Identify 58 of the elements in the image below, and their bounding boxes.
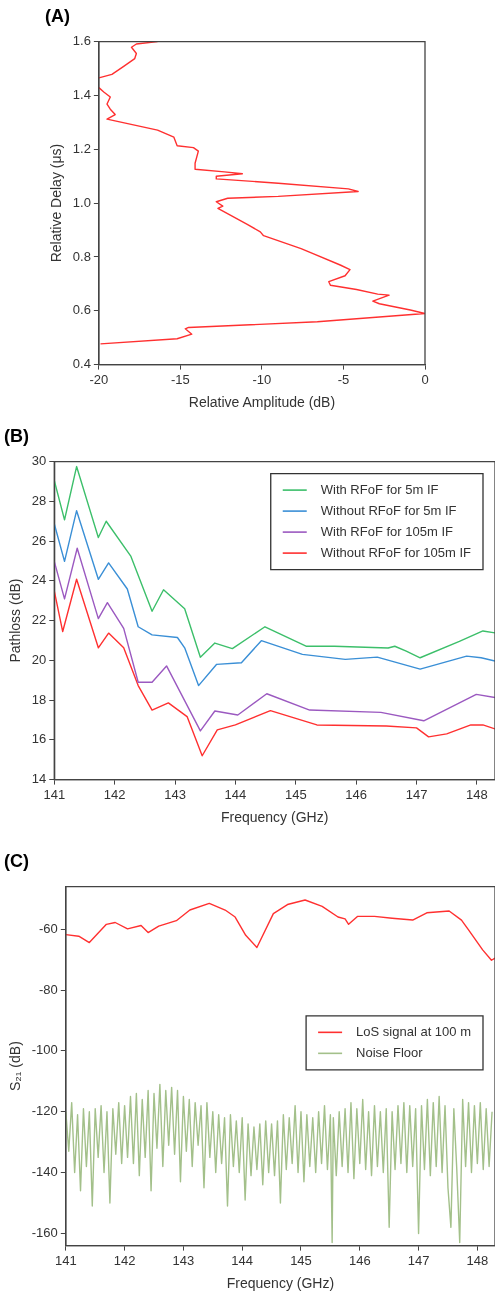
x-tick-label: 144 [224, 786, 247, 802]
legend-label: LoS signal at 100 m [356, 1023, 471, 1039]
x-tick-label: 145 [284, 786, 307, 802]
x-axis-title: Frequency (GHz) [226, 1275, 335, 1292]
x-tick-label: 142 [113, 1252, 136, 1268]
x-tick-label: -10 [252, 371, 272, 387]
x-tick-label: 143 [164, 786, 186, 802]
y-tick-label: 18 [31, 691, 47, 707]
y-tick-label: 24 [31, 572, 47, 588]
chart-title: (B) [4, 425, 29, 446]
x-tick-label: -20 [89, 371, 109, 387]
x-axis-title: Frequency (GHz) [220, 809, 329, 826]
y-axis-title: Pathloss (dB) [7, 578, 24, 663]
legend-label: Noise Floor [356, 1044, 424, 1060]
y-tick-label: -60 [39, 920, 58, 936]
x-tick-label: 148 [466, 786, 488, 802]
legend-label: Without RFoF for 5m IF [320, 502, 457, 518]
chart-title: (A) [45, 5, 70, 26]
y-tick-label: 20 [31, 651, 47, 667]
y-tick-label: 22 [31, 612, 47, 628]
y-tick-label: -100 [31, 1042, 58, 1058]
y-tick-label: 26 [31, 532, 47, 548]
x-tick-label: 144 [231, 1252, 254, 1268]
y-tick-label: 1.4 [72, 87, 91, 103]
x-tick-label: 141 [54, 1252, 77, 1268]
y-tick-label: -120 [31, 1103, 58, 1119]
y-tick-label: 0.8 [72, 248, 91, 264]
y-tick-label: -140 [31, 1164, 58, 1180]
legend-label: With RFoF for 5m IF [320, 481, 439, 497]
y-tick-label: 28 [31, 492, 47, 508]
x-tick-label: 141 [43, 786, 66, 802]
y-tick-label: 14 [31, 771, 47, 787]
y-axis-title: Relative Delay (μs) [48, 143, 65, 263]
x-tick-label: 147 [405, 786, 428, 802]
y-tick-label: 30 [31, 453, 47, 469]
x-tick-label: 145 [290, 1252, 312, 1268]
y-tick-label: 1.2 [72, 140, 91, 156]
x-tick-label: 147 [407, 1252, 430, 1268]
x-tick-label: 146 [348, 1252, 371, 1268]
y-tick-label: -160 [31, 1225, 58, 1241]
chart-title: (C) [4, 850, 29, 871]
y-tick-label: -80 [39, 981, 58, 997]
legend-label: Without RFoF for 105m IF [320, 544, 472, 560]
x-tick-label: 142 [103, 786, 126, 802]
x-tick-label: -15 [171, 371, 190, 387]
x-tick-label: 146 [345, 786, 367, 802]
y-axis-title: S₂₁ (dB) [7, 1041, 24, 1092]
y-tick-label: 0.4 [72, 356, 91, 372]
y-tick-label: 16 [31, 731, 47, 747]
x-tick-label: 143 [172, 1252, 195, 1268]
x-tick-label: 148 [466, 1252, 489, 1268]
legend-label: With RFoF for 105m IF [320, 523, 453, 539]
y-tick-label: 0.6 [72, 302, 91, 318]
y-tick-label: 1.6 [72, 33, 91, 49]
x-tick-label: 0 [421, 371, 429, 387]
x-tick-label: -5 [337, 371, 350, 387]
y-tick-label: 1.0 [72, 194, 91, 210]
x-axis-title: Relative Amplitude (dB) [188, 394, 336, 411]
